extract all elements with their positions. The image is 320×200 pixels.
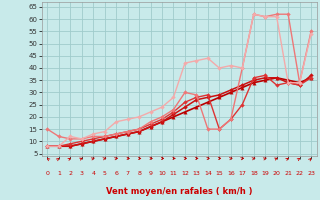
X-axis label: Vent moyen/en rafales ( km/h ): Vent moyen/en rafales ( km/h ) xyxy=(106,187,252,196)
